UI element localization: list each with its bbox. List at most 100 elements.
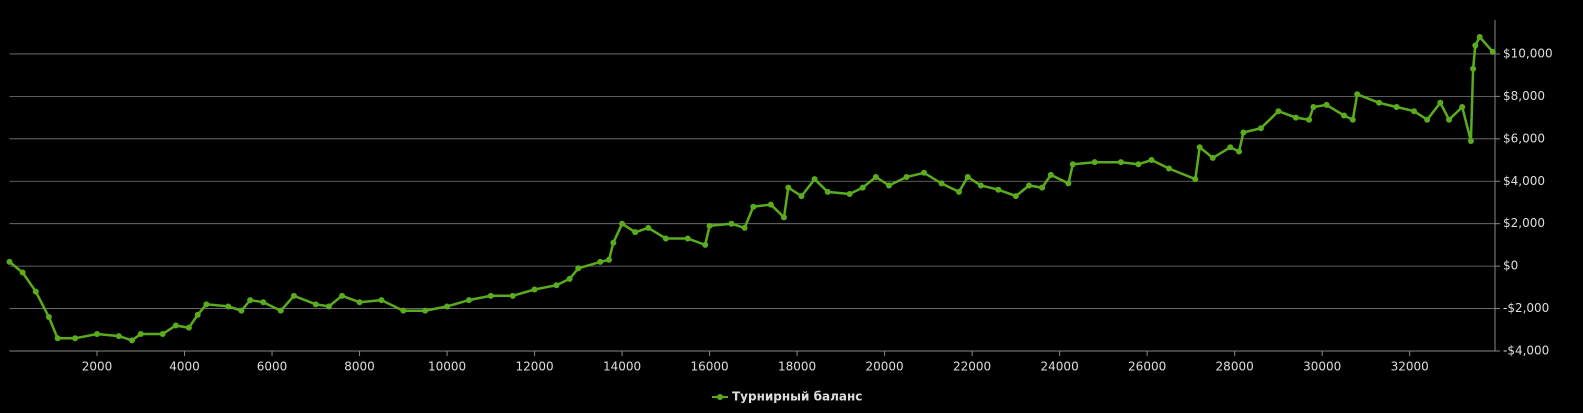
point [859,184,866,191]
point [1470,65,1477,72]
y-tick-label: -$2,000 [1503,301,1549,315]
x-tick-label: 24000 [1041,360,1079,374]
y-tick-label: $10,000 [1503,46,1553,60]
point [1148,157,1155,164]
point [115,333,122,340]
point [1489,48,1496,55]
x-tick-label: 2000 [82,360,113,374]
point [339,292,346,299]
x-tick-label: 6000 [257,360,288,374]
x-tick-label: 14000 [603,360,641,374]
point [54,335,61,342]
point [1240,129,1247,136]
x-tick-label: 16000 [690,360,728,374]
point [72,335,79,342]
point [45,314,52,321]
point [964,174,971,181]
point [1091,159,1098,166]
point [767,201,774,208]
point [94,331,101,338]
point [1310,103,1317,110]
point [619,220,626,227]
point [785,184,792,191]
point [1039,184,1046,191]
point [702,241,709,248]
x-tick-label: 8000 [344,360,375,374]
point [920,169,927,176]
legend-marker [717,394,723,400]
point [872,174,879,181]
point [1166,165,1173,172]
point [1012,193,1019,200]
point [575,265,582,272]
point [422,307,429,314]
point [1192,176,1199,183]
point [1424,116,1431,123]
point [824,188,831,195]
point [1459,103,1466,110]
point [260,299,267,306]
point [645,224,652,231]
point [1437,99,1444,106]
point [903,174,910,181]
point [325,303,332,310]
point [1446,116,1453,123]
point [137,331,144,338]
point [1069,161,1076,168]
series-line [8,34,1494,342]
y-tick-label: $2,000 [1503,216,1545,230]
point [277,307,284,314]
point [247,297,254,304]
point [1117,159,1124,166]
point [1411,108,1418,115]
point [531,286,538,293]
x-tick-label: 12000 [515,360,553,374]
point [1236,148,1243,155]
x-tick-label: 22000 [953,360,991,374]
y-tick-label: -$4,000 [1503,344,1549,358]
point [6,258,13,265]
point [185,324,192,331]
point [1476,33,1483,40]
point [610,239,617,246]
point [203,301,210,308]
point [728,220,735,227]
y-tick-label: $0 [1503,259,1518,273]
point [750,203,757,210]
point [553,282,560,289]
point [566,275,573,282]
point [741,224,748,231]
point [1467,137,1474,144]
x-tick-label: 28000 [1216,360,1254,374]
point [1349,116,1356,123]
point [955,188,962,195]
point [1275,108,1282,115]
point [172,322,179,329]
point [597,258,604,265]
point [378,297,385,304]
point [1196,144,1203,151]
point [977,182,984,189]
point [605,256,612,263]
point [290,292,297,299]
x-tick-label: 32000 [1391,360,1429,374]
point [1135,161,1142,168]
x-tick-label: 4000 [169,360,200,374]
point [1227,144,1234,151]
point [1354,91,1361,98]
point [1341,112,1348,119]
x-tick-label: 10000 [428,360,466,374]
point [1026,182,1033,189]
point [1209,154,1216,161]
point [465,297,472,304]
x-tick-label: 26000 [1128,360,1166,374]
point [846,190,853,197]
point [32,288,39,295]
x-tick-label: 30000 [1303,360,1341,374]
point [19,269,26,276]
point [487,292,494,299]
y-tick-label: $4,000 [1503,174,1545,188]
point [938,180,945,187]
x-tick-label: 18000 [778,360,816,374]
